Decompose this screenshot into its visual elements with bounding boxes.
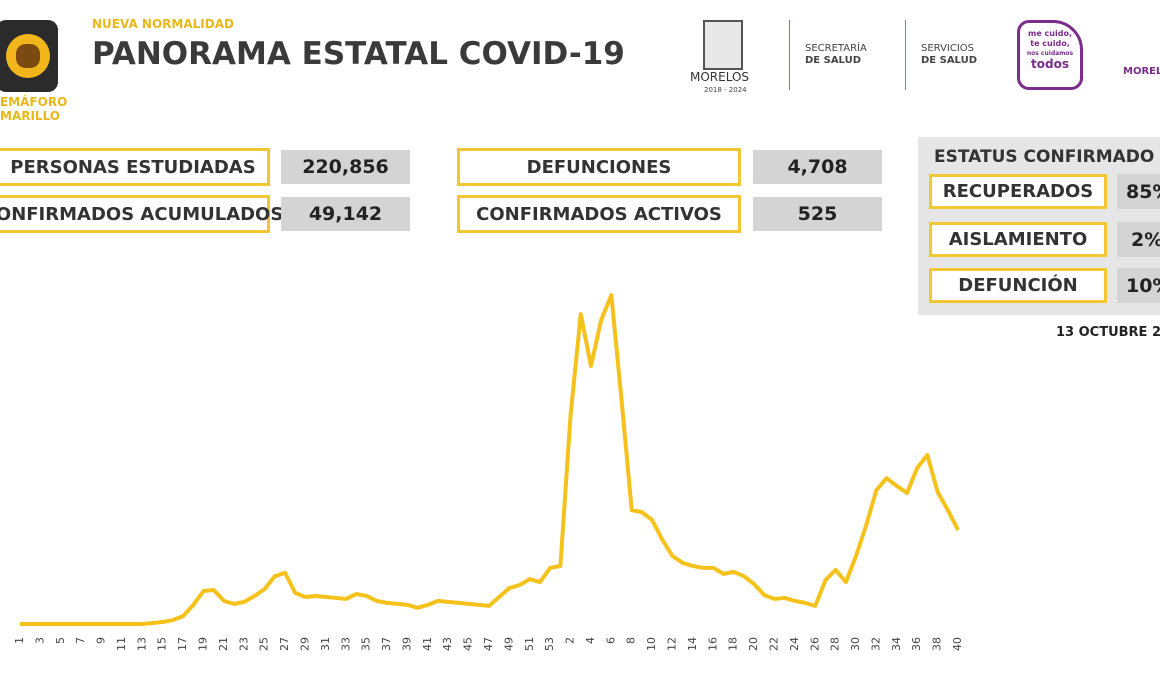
x-tick-label: 17 <box>176 637 189 651</box>
x-tick-label: 33 <box>339 637 352 651</box>
x-tick-label: 20 <box>747 637 760 651</box>
stat-label: DEFUNCIONES <box>457 148 741 186</box>
x-tick-label: 39 <box>400 637 413 651</box>
x-tick-label: 43 <box>441 637 454 651</box>
x-tick-label: 15 <box>156 637 169 651</box>
status-value: 10% <box>1117 268 1160 303</box>
x-tick-label: 4 <box>584 637 597 644</box>
x-tick-label: 41 <box>421 637 434 651</box>
stat-label: PERSONAS ESTUDIADAS <box>0 148 270 186</box>
x-tick-label: 45 <box>462 637 475 651</box>
title: PANORAMA ESTATAL COVID-19 <box>92 36 625 72</box>
semaforo-label: EMÁFORO <box>0 95 68 109</box>
logo-text: te cuido, <box>1030 39 1070 48</box>
logo-text: MORELOS <box>1123 66 1160 77</box>
x-tick-label: 16 <box>706 637 719 651</box>
logo-text: SECRETARÍA <box>805 43 867 54</box>
x-tick-label: 40 <box>951 637 964 651</box>
campaign-logo: me cuido, te cuido, nos cuidamos todos <box>1017 20 1083 90</box>
x-tick-label: 22 <box>767 637 780 651</box>
date: 13 OCTUBRE 2 <box>1056 325 1160 340</box>
x-tick-label: 26 <box>808 637 821 651</box>
x-tick-label: 7 <box>74 637 87 644</box>
x-tick-label: 34 <box>890 637 903 651</box>
stat-label: CONFIRMADOS ACUMULADOS <box>0 195 283 233</box>
status-label: RECUPERADOS <box>929 174 1107 209</box>
x-tick-label: 11 <box>115 637 128 651</box>
logo-text: MORELOS <box>690 70 750 84</box>
x-tick-label: 28 <box>829 637 842 651</box>
status-label: DEFUNCIÓN <box>929 268 1107 303</box>
x-tick-label: 27 <box>278 637 291 651</box>
semaforo-label: MARILLO <box>0 109 60 123</box>
x-tick-label: 9 <box>95 637 108 644</box>
x-tick-label: 25 <box>258 637 271 651</box>
x-tick-label: 47 <box>482 637 495 651</box>
x-tick-label: 3 <box>33 637 46 644</box>
stat-value: 220,856 <box>281 150 410 184</box>
logo-text: DE SALUD <box>805 55 861 66</box>
x-tick-label: 49 <box>502 637 515 651</box>
x-tick-label: 19 <box>197 637 210 651</box>
x-tick-label: 1 <box>13 637 26 644</box>
stat-value: 49,142 <box>281 197 410 231</box>
status-title: ESTATUS CONFIRMADO <box>934 147 1155 167</box>
x-tick-label: 29 <box>298 637 311 651</box>
x-tick-label: 51 <box>523 637 536 651</box>
x-tick-label: 23 <box>237 637 250 651</box>
x-tick-label: 8 <box>625 637 638 644</box>
x-tick-label: 2 <box>564 637 577 644</box>
x-tick-label: 35 <box>360 637 373 651</box>
x-tick-label: 14 <box>686 637 699 651</box>
x-tick-label: 30 <box>849 637 862 651</box>
x-tick-label: 18 <box>727 637 740 651</box>
logo-text: DE SALUD <box>921 55 977 66</box>
line <box>20 293 960 627</box>
stat-value: 525 <box>753 197 882 231</box>
x-tick-label: 12 <box>666 637 679 651</box>
x-tick-label: 38 <box>931 637 944 651</box>
x-tick-label: 24 <box>788 637 801 651</box>
x-tick-label: 37 <box>380 637 393 651</box>
x-tick-label: 31 <box>319 637 332 651</box>
kicker: NUEVA NORMALIDAD <box>92 17 234 31</box>
x-tick-label: 5 <box>54 637 67 644</box>
logo-text: nos cuidamos <box>1026 50 1074 57</box>
logo-text: todos <box>1031 57 1069 71</box>
logo-text: me cuido, <box>1028 29 1072 38</box>
semaforo-icon <box>0 20 58 92</box>
x-tick-label: 6 <box>604 637 617 644</box>
logo-text: SERVICIOS <box>921 43 975 54</box>
x-tick-label: 36 <box>910 637 923 651</box>
status-value: 85% <box>1117 174 1160 209</box>
chart: 1 3 5 7 9 11 13 15 17 19 21 23 25 27 29 31 33 35 37 39 41 43 4… <box>13 293 964 651</box>
x-tick-label: 53 <box>543 637 556 651</box>
stat-label: CONFIRMADOS ACTIVOS <box>457 195 741 233</box>
divider <box>789 20 790 90</box>
x-tick-label: 13 <box>135 637 148 651</box>
x-tick-label: 21 <box>217 637 230 651</box>
stat-value: 4,708 <box>753 150 882 184</box>
x-tick-label: 32 <box>869 637 882 651</box>
status-label: AISLAMIENTO <box>929 222 1107 257</box>
status-value: 2% <box>1117 222 1160 257</box>
morelos-logo <box>703 20 743 70</box>
logo-text: 2018 - 2024 <box>704 86 747 94</box>
x-tick-label: 10 <box>645 637 658 651</box>
divider <box>905 20 906 90</box>
